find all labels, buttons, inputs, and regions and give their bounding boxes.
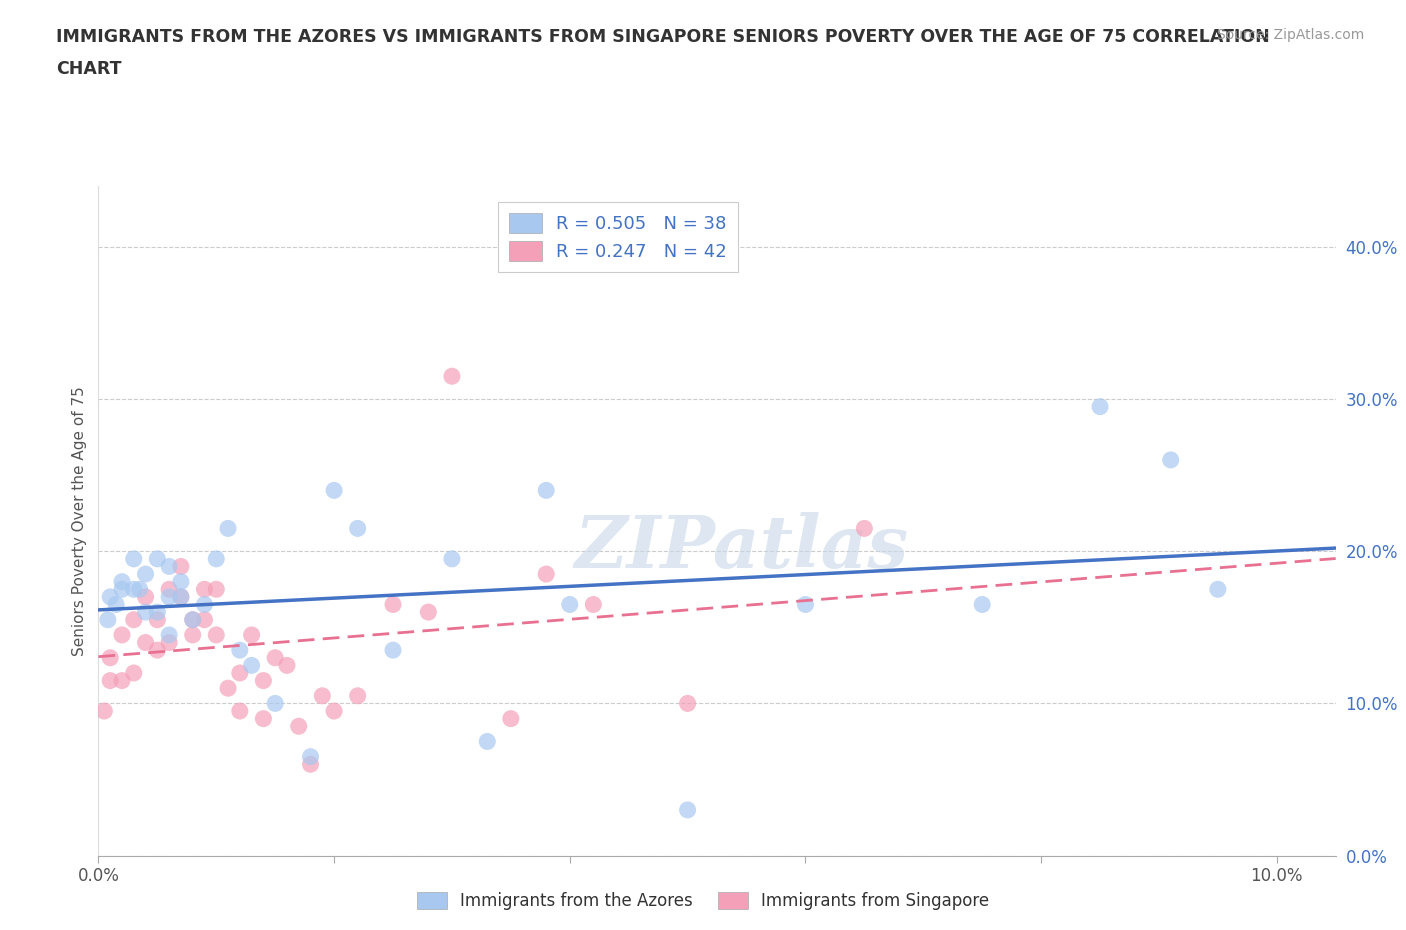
Point: [264, 696, 287, 711]
Legend: Immigrants from the Azores, Immigrants from Singapore: Immigrants from the Azores, Immigrants f…: [411, 885, 995, 917]
Point: [146, 551, 169, 566]
Point: [181, 612, 204, 627]
Point: [170, 574, 193, 589]
Point: [135, 566, 157, 581]
Text: IMMIGRANTS FROM THE AZORES VS IMMIGRANTS FROM SINGAPORE SENIORS POVERTY OVER THE: IMMIGRANTS FROM THE AZORES VS IMMIGRANTS…: [56, 28, 1270, 46]
Point: [534, 483, 557, 498]
Point: [346, 521, 368, 536]
Point: [1160, 453, 1182, 468]
Point: [582, 597, 605, 612]
Point: [205, 582, 228, 597]
Point: [122, 612, 145, 627]
Point: [111, 574, 134, 589]
Point: [499, 711, 522, 726]
Legend: R = 0.505   N = 38, R = 0.247   N = 42: R = 0.505 N = 38, R = 0.247 N = 42: [498, 202, 738, 272]
Point: [135, 604, 157, 619]
Text: Source: ZipAtlas.com: Source: ZipAtlas.com: [1216, 28, 1364, 42]
Point: [157, 559, 180, 574]
Point: [346, 688, 368, 703]
Point: [299, 750, 322, 764]
Point: [111, 582, 134, 597]
Point: [135, 590, 157, 604]
Point: [440, 369, 463, 384]
Point: [252, 673, 274, 688]
Point: [382, 597, 405, 612]
Point: [170, 559, 193, 574]
Point: [477, 734, 499, 749]
Point: [98, 590, 121, 604]
Text: ZIPatlas: ZIPatlas: [575, 512, 908, 583]
Point: [193, 582, 215, 597]
Point: [205, 551, 228, 566]
Point: [111, 628, 134, 643]
Point: [146, 604, 169, 619]
Point: [122, 551, 145, 566]
Point: [205, 628, 228, 643]
Point: [440, 551, 463, 566]
Point: [311, 688, 333, 703]
Point: [252, 711, 274, 726]
Point: [287, 719, 309, 734]
Point: [676, 803, 699, 817]
Point: [146, 612, 169, 627]
Point: [135, 635, 157, 650]
Point: [93, 704, 115, 719]
Point: [122, 582, 145, 597]
Point: [181, 612, 204, 627]
Point: [217, 681, 239, 696]
Point: [299, 757, 322, 772]
Point: [418, 604, 440, 619]
Point: [1088, 399, 1111, 414]
Point: [157, 635, 180, 650]
Point: [240, 658, 263, 672]
Point: [105, 597, 128, 612]
Point: [98, 673, 121, 688]
Point: [676, 696, 699, 711]
Point: [229, 704, 252, 719]
Point: [794, 597, 817, 612]
Point: [264, 650, 287, 665]
Point: [111, 673, 134, 688]
Point: [122, 666, 145, 681]
Point: [181, 628, 204, 643]
Point: [323, 483, 346, 498]
Point: [382, 643, 405, 658]
Point: [157, 628, 180, 643]
Text: CHART: CHART: [56, 60, 122, 78]
Point: [240, 628, 263, 643]
Point: [157, 582, 180, 597]
Point: [170, 590, 193, 604]
Point: [972, 597, 994, 612]
Point: [146, 643, 169, 658]
Point: [97, 612, 120, 627]
Point: [1206, 582, 1229, 597]
Point: [534, 566, 557, 581]
Y-axis label: Seniors Poverty Over the Age of 75: Seniors Poverty Over the Age of 75: [72, 386, 87, 656]
Point: [193, 597, 215, 612]
Point: [276, 658, 298, 672]
Point: [157, 590, 180, 604]
Point: [323, 704, 346, 719]
Point: [217, 521, 239, 536]
Point: [128, 582, 150, 597]
Point: [229, 666, 252, 681]
Point: [170, 590, 193, 604]
Point: [193, 612, 215, 627]
Point: [229, 643, 252, 658]
Point: [558, 597, 581, 612]
Point: [98, 650, 121, 665]
Point: [853, 521, 876, 536]
